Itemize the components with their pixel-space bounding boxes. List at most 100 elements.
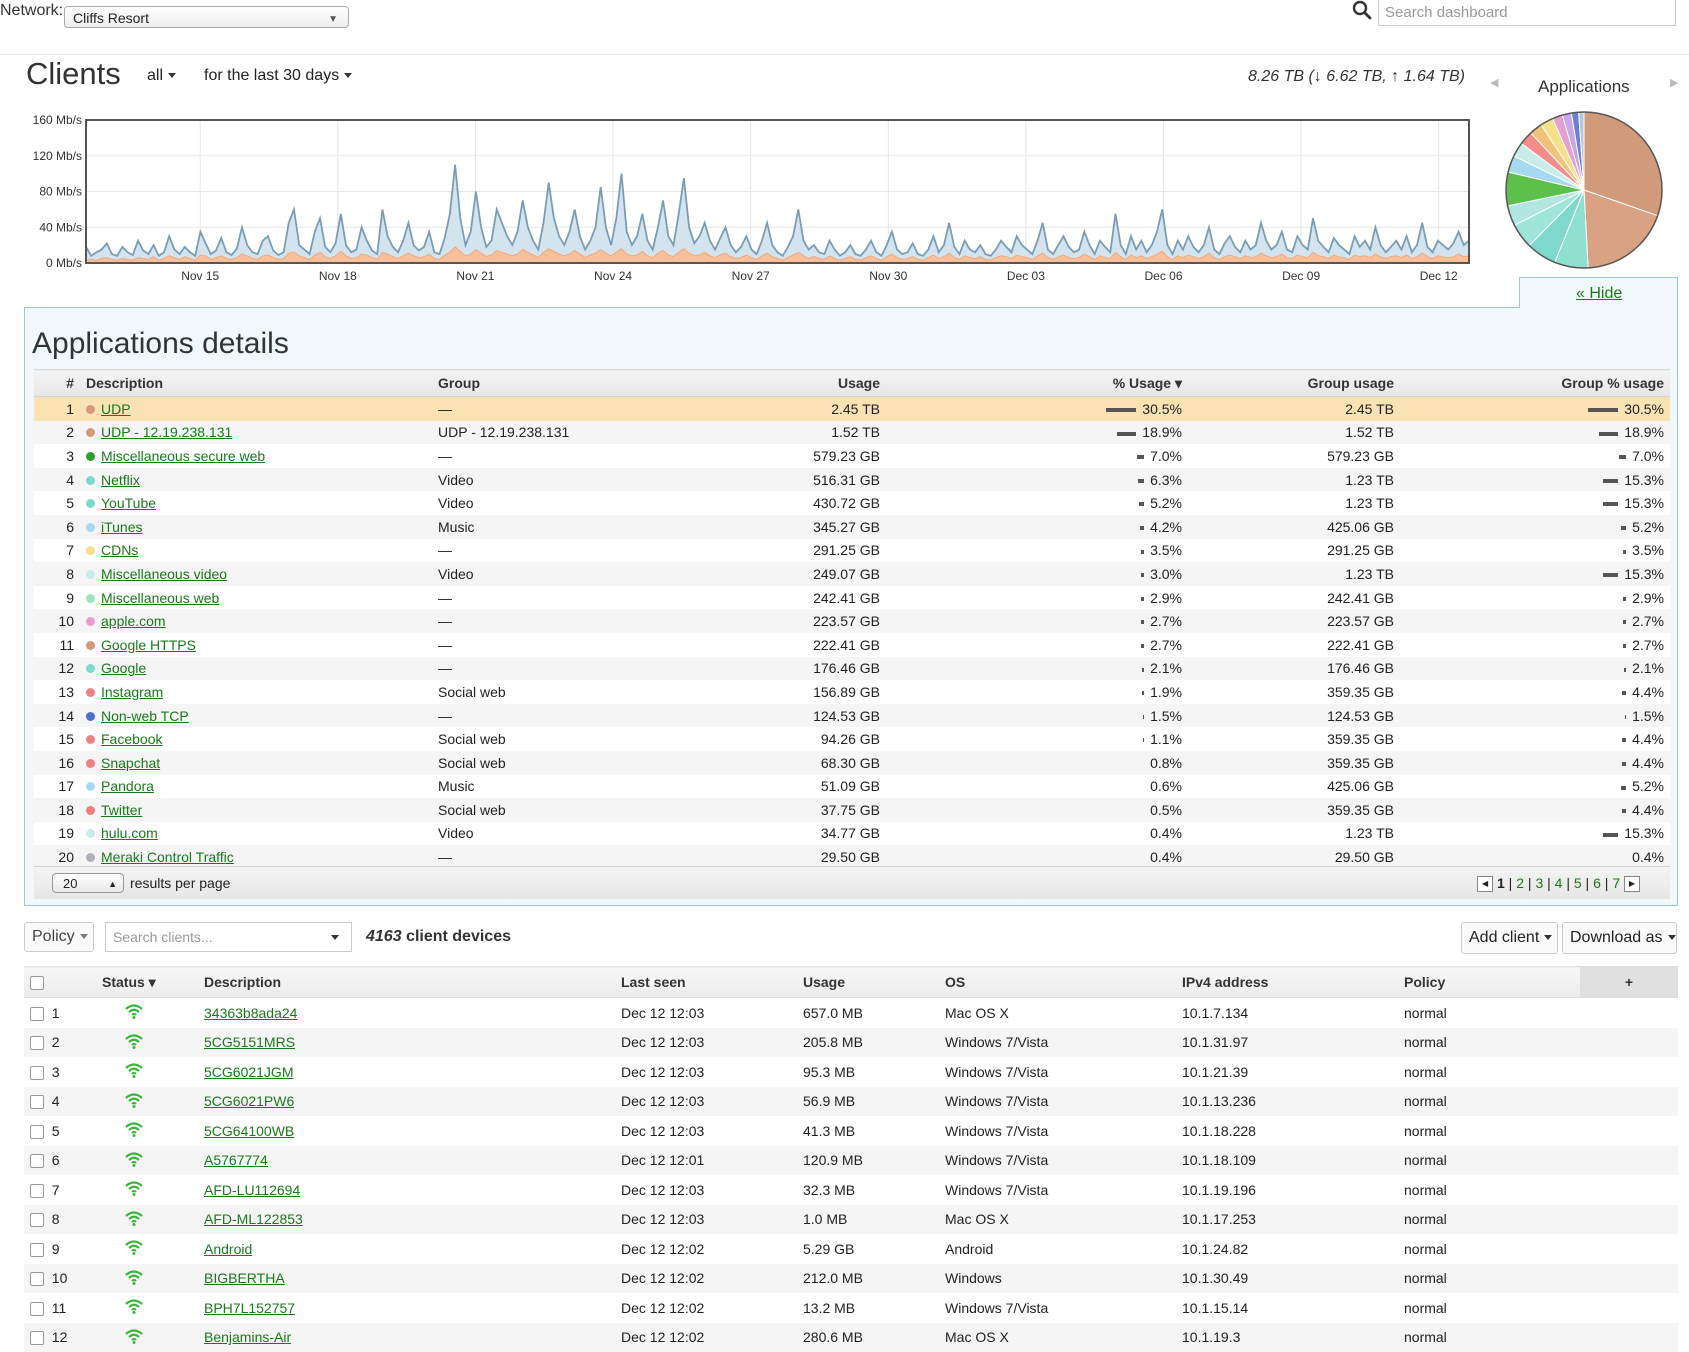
application-link[interactable]: Miscellaneous web [101,590,219,606]
client-link[interactable]: 5CG6021PW6 [204,1093,294,1109]
row-checkbox[interactable] [30,1007,44,1021]
col-number[interactable]: # [34,370,80,397]
applications-pie-chart[interactable] [1502,108,1666,272]
col-group[interactable]: Group [432,370,684,397]
row-checkbox[interactable] [30,1302,44,1316]
client-link[interactable]: BPH7L152757 [204,1300,295,1316]
client-search-input[interactable]: Search clients... [105,922,352,952]
col-description[interactable]: Description [198,967,615,998]
next-arrow-icon[interactable]: ▶ [1670,76,1678,89]
application-link[interactable]: Non-web TCP [101,708,189,724]
application-link[interactable]: Snapchat [101,755,160,771]
pager-next-icon[interactable]: ▶ [1624,876,1640,892]
page-link[interactable]: 2 [1516,875,1524,891]
application-link[interactable]: apple.com [101,613,166,629]
page-link[interactable]: 3 [1535,875,1543,891]
add-client-button[interactable]: Add client [1461,922,1558,954]
row-checkbox[interactable] [30,1213,44,1227]
col-pct-usage[interactable]: % Usage ▾ [886,370,1188,397]
search-dashboard-input[interactable] [1378,0,1676,26]
application-link[interactable]: hulu.com [101,825,158,841]
table-row[interactable]: 6 A5767774 Dec 12 12:01 120.9 MB Windows… [24,1146,1678,1176]
network-select[interactable]: Cliffs Resort ▼ [64,6,349,28]
table-row[interactable]: 15 Facebook Social web 94.26 GB 1.1% 359… [34,727,1670,751]
col-os[interactable]: OS [939,967,1176,998]
row-checkbox[interactable] [30,1272,44,1286]
page-link[interactable]: 5 [1574,875,1582,891]
add-column-button[interactable]: + [1580,967,1678,998]
table-row[interactable]: 2 5CG5151MRS Dec 12 12:03 205.8 MB Windo… [24,1028,1678,1058]
table-row[interactable]: 8 Miscellaneous video Video 249.07 GB 3.… [34,562,1670,586]
table-row[interactable]: 6 iTunes Music 345.27 GB 4.2% 425.06 GB … [34,515,1670,539]
table-row[interactable]: 2 UDP - 12.19.238.131 UDP - 12.19.238.13… [34,421,1670,445]
row-checkbox[interactable] [30,1066,44,1080]
page-link[interactable]: 6 [1593,875,1601,891]
table-row[interactable]: 10 BIGBERTHA Dec 12 12:02 212.0 MB Windo… [24,1264,1678,1294]
table-row[interactable]: 9 Miscellaneous web — 242.41 GB 2.9% 242… [34,586,1670,610]
table-row[interactable]: 3 Miscellaneous secure web — 579.23 GB 7… [34,444,1670,468]
client-link[interactable]: 34363b8ada24 [204,1005,297,1021]
policy-button[interactable]: Policy [24,922,94,952]
col-last-seen[interactable]: Last seen [615,967,797,998]
col-description[interactable]: Description [80,370,432,397]
client-link[interactable]: 5CG6021JGM [204,1064,293,1080]
pager-prev-icon[interactable]: ◀ [1477,876,1493,892]
table-row[interactable]: 7 CDNs — 291.25 GB 3.5% 291.25 GB 3.5% [34,539,1670,563]
application-link[interactable]: CDNs [101,542,138,558]
table-row[interactable]: 5 5CG64100WB Dec 12 12:03 41.3 MB Window… [24,1116,1678,1146]
table-row[interactable]: 11 BPH7L152757 Dec 12 12:02 13.2 MB Wind… [24,1293,1678,1323]
table-row[interactable]: 12 Benjamins-Air Dec 12 12:02 280.6 MB M… [24,1323,1678,1352]
client-link[interactable]: BIGBERTHA [204,1270,285,1286]
page-link[interactable]: 7 [1612,875,1620,891]
application-link[interactable]: Twitter [101,802,142,818]
col-ipv4[interactable]: IPv4 address [1176,967,1398,998]
table-row[interactable]: 1 34363b8ada24 Dec 12 12:03 657.0 MB Mac… [24,998,1678,1028]
client-link[interactable]: AFD-ML122853 [204,1211,303,1227]
hide-link[interactable]: « Hide [1576,285,1622,303]
row-checkbox[interactable] [30,1184,44,1198]
application-link[interactable]: Pandora [101,778,154,794]
table-row[interactable]: 4 5CG6021PW6 Dec 12 12:03 56.9 MB Window… [24,1087,1678,1117]
row-checkbox[interactable] [30,1125,44,1139]
results-per-page-select[interactable]: 20 ▲ [52,873,124,893]
table-row[interactable]: 4 Netflix Video 516.31 GB 6.3% 1.23 TB 1… [34,468,1670,492]
table-row[interactable]: 7 AFD-LU112694 Dec 12 12:03 32.3 MB Wind… [24,1175,1678,1205]
table-row[interactable]: 16 Snapchat Social web 68.30 GB 0.8% 359… [34,751,1670,775]
application-link[interactable]: iTunes [101,519,143,535]
application-link[interactable]: Miscellaneous secure web [101,448,265,464]
table-row[interactable]: 9 Android Dec 12 12:02 5.29 GB Android 1… [24,1234,1678,1264]
application-link[interactable]: Netflix [101,472,140,488]
application-link[interactable]: Instagram [101,684,163,700]
time-range-dropdown[interactable]: for the last 30 days [204,67,352,85]
client-link[interactable]: 5CG5151MRS [204,1034,295,1050]
application-link[interactable]: Facebook [101,731,162,747]
client-link[interactable]: 5CG64100WB [204,1123,294,1139]
application-link[interactable]: YouTube [101,495,156,511]
client-link[interactable]: AFD-LU112694 [204,1182,300,1198]
table-row[interactable]: 5 YouTube Video 430.72 GB 5.2% 1.23 TB 1… [34,491,1670,515]
download-as-button[interactable]: Download as [1562,922,1677,954]
table-row[interactable]: 17 Pandora Music 51.09 GB 0.6% 425.06 GB… [34,775,1670,799]
application-link[interactable]: Meraki Control Traffic [101,849,234,865]
col-policy[interactable]: Policy [1398,967,1580,998]
search-icon[interactable] [1352,0,1372,23]
filter-dropdown[interactable]: all [147,67,176,85]
select-all-checkbox[interactable] [30,976,44,990]
table-row[interactable]: 11 Google HTTPS — 222.41 GB 2.7% 222.41 … [34,633,1670,657]
row-checkbox[interactable] [30,1036,44,1050]
table-row[interactable]: 1 UDP — 2.45 TB 30.5% 2.45 TB 30.5% [34,397,1670,421]
col-group-usage[interactable]: Group usage [1188,370,1400,397]
client-link[interactable]: Android [204,1241,252,1257]
application-link[interactable]: UDP [101,401,131,417]
application-link[interactable]: Google [101,660,146,676]
page-link[interactable]: 4 [1555,875,1563,891]
row-checkbox[interactable] [30,1154,44,1168]
table-row[interactable]: 14 Non-web TCP — 124.53 GB 1.5% 124.53 G… [34,704,1670,728]
client-link[interactable]: A5767774 [204,1152,268,1168]
col-group-pct-usage[interactable]: Group % usage [1400,370,1670,397]
application-link[interactable]: UDP - 12.19.238.131 [101,424,232,440]
application-link[interactable]: Miscellaneous video [101,566,227,582]
table-row[interactable]: 18 Twitter Social web 37.75 GB 0.5% 359.… [34,798,1670,822]
previous-arrow-icon[interactable]: ◀ [1490,76,1498,89]
row-checkbox[interactable] [30,1331,44,1345]
